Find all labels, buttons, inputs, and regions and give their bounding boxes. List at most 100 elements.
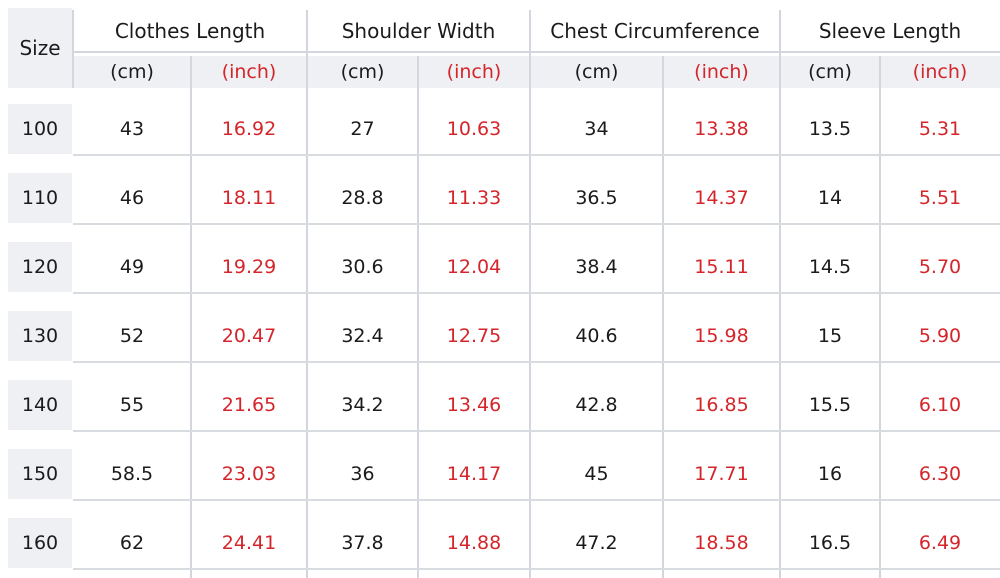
measurement-value: 5.51	[918, 187, 962, 209]
measurement-value: 52	[119, 325, 145, 347]
measurement-value: 15.5	[808, 394, 852, 416]
size-value: 160	[21, 532, 59, 554]
measurement-value: 10.63	[446, 118, 502, 140]
row-divider	[73, 292, 1000, 294]
measurement-value: 23.03	[221, 463, 277, 485]
measurement-value: 15.11	[694, 256, 749, 278]
measurement-value: 30.6	[341, 256, 384, 278]
unit-label: (inch)	[694, 61, 749, 83]
unit-label: (cm)	[574, 61, 619, 83]
unit-label: (cm)	[340, 61, 385, 83]
measurement-value: 37.8	[341, 532, 384, 554]
measurement-value: 14.37	[694, 187, 749, 209]
measurement-value: 36	[350, 463, 375, 485]
measurement-value: 55	[119, 394, 145, 416]
measurement-value: 12.75	[446, 325, 502, 347]
measurement-value: 38.4	[575, 256, 618, 278]
unit-header-band	[73, 56, 1000, 88]
group-divider	[306, 10, 308, 578]
unit-label: (inch)	[221, 61, 277, 83]
unit-divider	[417, 56, 419, 578]
measurement-value: 5.70	[918, 256, 962, 278]
column-group-header: Shoulder Width	[307, 10, 530, 53]
group-divider	[779, 10, 781, 578]
row-divider	[73, 154, 1000, 156]
measurement-value: 42.8	[575, 394, 618, 416]
unit-label: (inch)	[446, 61, 502, 83]
measurement-value: 32.4	[341, 325, 384, 347]
measurement-value: 11.33	[446, 187, 502, 209]
size-cell-background	[8, 311, 72, 361]
column-group-header: Sleeve Length	[780, 10, 1000, 53]
size-value: 120	[21, 256, 59, 278]
measurement-value: 40.6	[575, 325, 618, 347]
measurement-value: 45	[584, 463, 609, 485]
row-divider	[73, 499, 1000, 501]
size-value: 110	[21, 187, 59, 209]
measurement-value: 28.8	[341, 187, 384, 209]
measurement-value: 5.31	[918, 118, 962, 140]
measurement-value: 34.2	[341, 394, 384, 416]
column-group-header: Chest Circumference	[530, 10, 780, 53]
measurement-value: 18.11	[221, 187, 277, 209]
measurement-value: 49	[119, 256, 145, 278]
measurement-value: 16.5	[808, 532, 852, 554]
measurement-value: 34	[584, 118, 609, 140]
measurement-value: 14.17	[446, 463, 502, 485]
measurement-value: 20.47	[221, 325, 277, 347]
column-group-header: Clothes Length	[73, 10, 307, 53]
measurement-value: 16	[817, 463, 843, 485]
group-divider	[529, 10, 531, 578]
row-divider	[73, 361, 1000, 363]
measurement-value: 24.41	[221, 532, 277, 554]
measurement-value: 17.71	[694, 463, 749, 485]
size-column-header: Size	[8, 8, 72, 88]
measurement-value: 43	[119, 118, 145, 140]
measurement-value: 6.10	[918, 394, 962, 416]
measurement-value: 16.85	[694, 394, 749, 416]
unit-label: (cm)	[110, 61, 154, 83]
measurement-value: 13.5	[808, 118, 852, 140]
size-cell-background	[8, 173, 72, 223]
measurement-value: 12.04	[446, 256, 502, 278]
size-cell-background	[8, 104, 72, 154]
size-cell-background	[8, 518, 72, 568]
measurement-value: 47.2	[575, 532, 618, 554]
measurement-value: 14	[817, 187, 843, 209]
measurement-value: 46	[119, 187, 145, 209]
measurement-value: 19.29	[221, 256, 277, 278]
measurement-value: 15.98	[694, 325, 749, 347]
unit-label: (inch)	[912, 61, 968, 83]
measurement-value: 6.49	[918, 532, 962, 554]
measurement-value: 5.90	[918, 325, 962, 347]
measurement-value: 18.58	[694, 532, 749, 554]
unit-label: (cm)	[808, 61, 852, 83]
measurement-value: 27	[350, 118, 375, 140]
measurement-value: 13.46	[446, 394, 502, 416]
row-divider	[73, 568, 1000, 570]
size-value: 100	[21, 118, 59, 140]
row-divider	[73, 223, 1000, 225]
measurement-value: 14.88	[446, 532, 502, 554]
measurement-value: 15	[817, 325, 843, 347]
size-cell-background	[8, 380, 72, 430]
measurement-value: 21.65	[221, 394, 277, 416]
measurement-value: 14.5	[808, 256, 852, 278]
measurement-value: 58.5	[110, 463, 154, 485]
unit-divider	[190, 56, 192, 578]
unit-divider	[662, 56, 664, 578]
size-value: 140	[21, 394, 59, 416]
measurement-value: 16.92	[221, 118, 277, 140]
unit-divider	[879, 56, 881, 578]
size-cell-background	[8, 242, 72, 292]
size-value: 130	[21, 325, 59, 347]
size-value: 150	[21, 463, 59, 485]
measurement-value: 62	[119, 532, 145, 554]
measurement-value: 36.5	[575, 187, 618, 209]
size-divider	[72, 10, 74, 88]
size-cell-background	[8, 449, 72, 499]
measurement-value: 13.38	[694, 118, 749, 140]
measurement-value: 6.30	[918, 463, 962, 485]
row-divider	[73, 430, 1000, 432]
